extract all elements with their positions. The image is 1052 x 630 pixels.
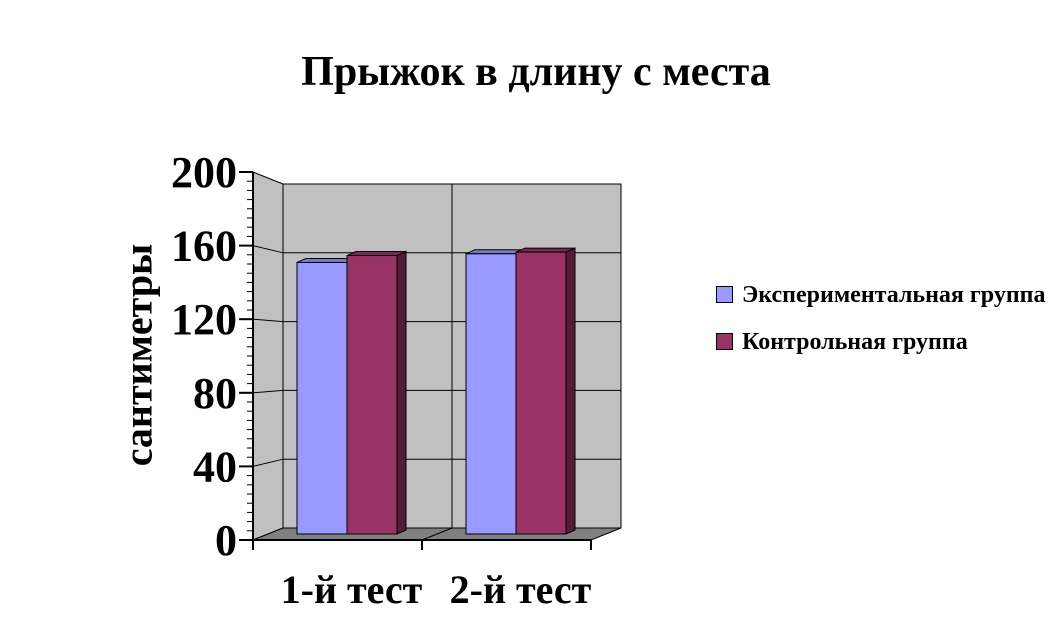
legend-item-control: Контрольная группа: [716, 327, 1046, 358]
bar-top-0-1: [346, 251, 407, 257]
bar-top-1-1: [515, 247, 576, 253]
legend-swatch-experimental: [716, 286, 733, 303]
bar-front-1-0: [465, 253, 517, 535]
legend-label-experimental: Экспериментальная группа: [742, 282, 1046, 308]
bar-0-1: [346, 250, 407, 535]
legend-swatch-control: [716, 333, 733, 350]
bar-front-0-1: [346, 255, 398, 535]
x-tick-label-0: 1-й тест: [281, 567, 423, 612]
x-tick-label-1: 2-й тест: [450, 567, 592, 612]
y-tick-label-1: 40: [193, 442, 237, 491]
chart-title: Прыжок в длину с места: [301, 49, 771, 95]
chart-side-wall: [252, 171, 284, 541]
y-tick-label-2: 80: [193, 369, 237, 418]
bar-1-1: [515, 247, 576, 535]
category-divider-floor-1: [421, 527, 453, 541]
legend-item-experimental: Экспериментальная группа: [716, 280, 1046, 311]
bar-side-0-1: [396, 250, 407, 535]
gridline-side-1: [252, 458, 284, 467]
y-tick-label-4: 160: [171, 222, 237, 271]
bar-side-1-1: [565, 247, 576, 535]
bar-front-0-0: [296, 261, 348, 535]
legend-label-control: Контрольная группа: [742, 329, 968, 355]
gridline-side-4: [252, 245, 284, 254]
gridline-side-3: [252, 318, 284, 323]
bar-front-1-1: [515, 251, 567, 535]
y-tick-label-3: 120: [171, 295, 237, 344]
y-tick-label-5: 200: [171, 148, 237, 197]
y-tick-label-0: 0: [215, 516, 237, 565]
chart-legend: Экспериментальная группа Контрольная гру…: [716, 280, 1046, 358]
gridline-side-2: [252, 389, 284, 394]
